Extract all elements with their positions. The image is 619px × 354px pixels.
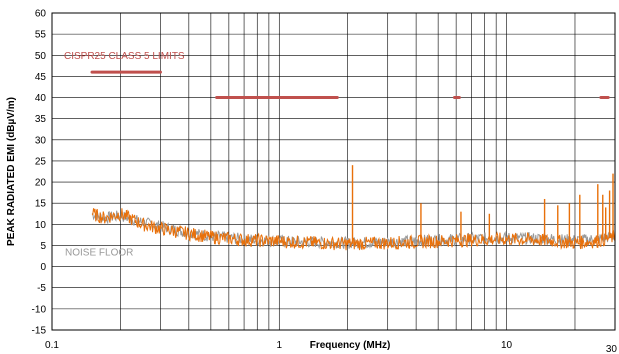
y-tick-label: 0 [40,262,46,273]
x-tick-label: 10 [501,340,513,351]
y-tick-label: 20 [35,178,47,189]
y-tick-label: 55 [35,30,47,41]
x-tick-label: 30 [606,344,618,354]
y-axis-title: PEAK RADIATED EMI (dBµV/m) [6,97,17,246]
plot-frame [51,12,616,331]
x-axis-title: Frequency (MHz) [310,340,391,351]
y-tick-label: -10 [32,304,47,315]
y-tick-labels: -15 -10 -5 0 5 10 15 20 25 30 35 40 45 50 55 60 [32,9,47,337]
y-tick-label: 5 [40,241,46,252]
y-tick-label: 10 [35,220,47,231]
limits-annotation: CISPR25 CLASS 5 LIMITS [64,51,185,62]
noise-floor-annotation: NOISE FLOOR [65,247,133,258]
y-tick-label: 45 [35,72,47,83]
x-tick-label: 0.1 [45,340,59,351]
y-tick-label: -15 [32,326,47,337]
y-tick-label: 15 [35,199,47,210]
y-tick-label: 35 [35,114,47,125]
plot-series [90,70,616,251]
y-tick-label: 60 [35,9,47,20]
y-tick-label: -5 [37,283,46,294]
x-tick-label: 1 [276,340,282,351]
x-tick-labels: 0.1 1 10 30 [45,340,617,354]
y-tick-label: 40 [35,93,47,104]
measured-trace [91,208,616,251]
y-tick-label: 25 [35,156,47,167]
y-tick-label: 30 [35,135,47,146]
y-tick-label: 50 [35,51,47,62]
